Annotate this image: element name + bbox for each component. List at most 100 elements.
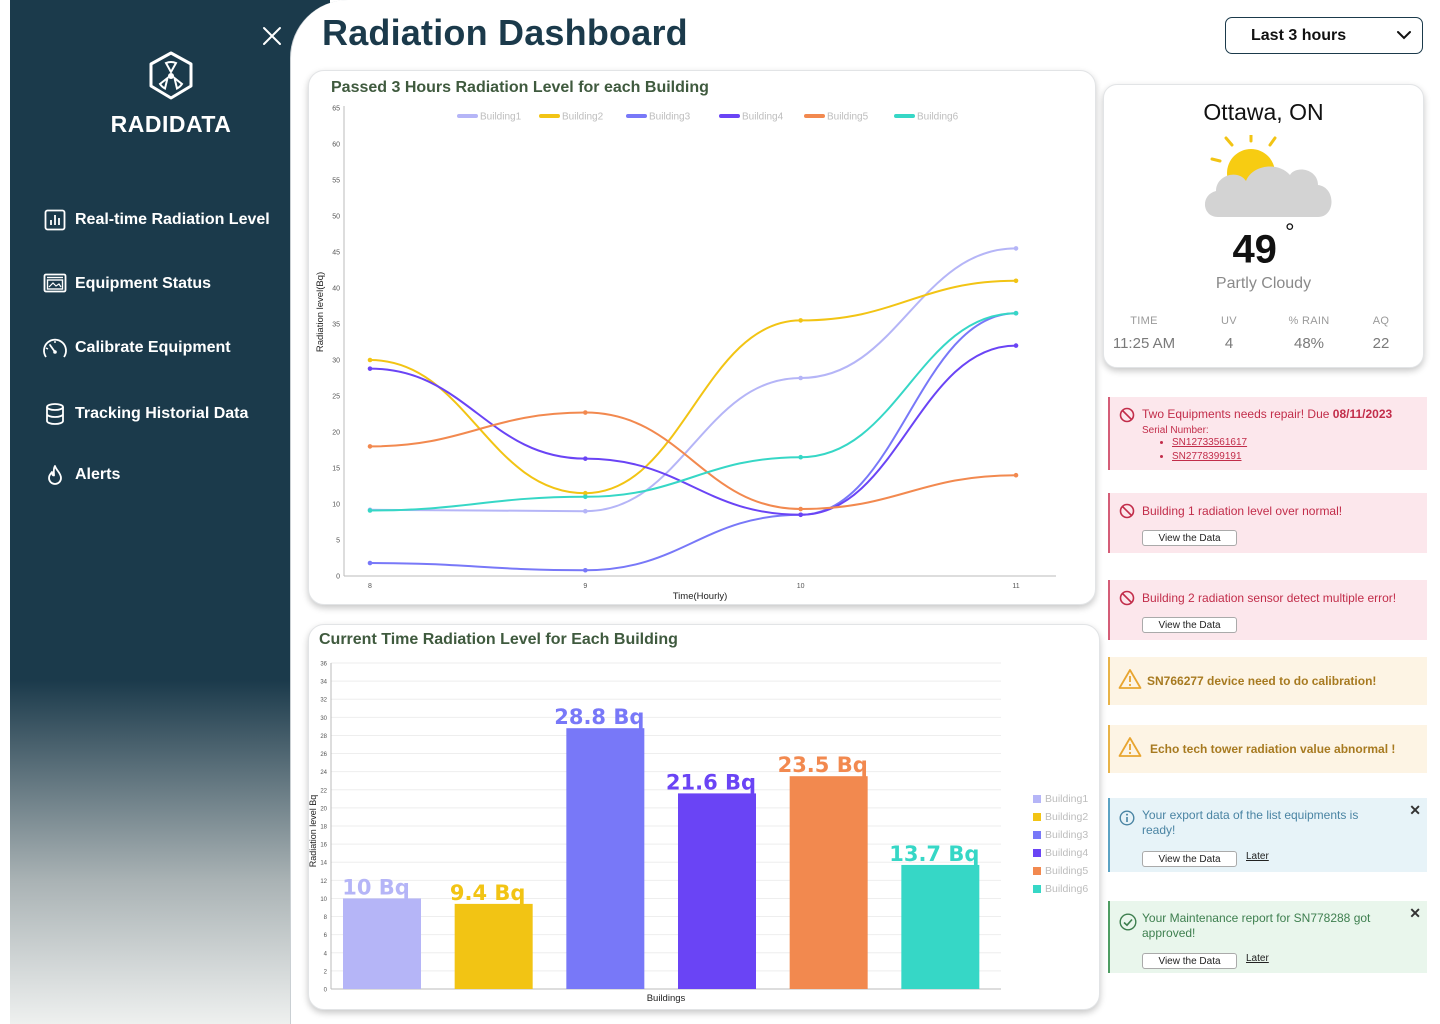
close-icon[interactable]: ✕ (1409, 905, 1421, 921)
bar-data-label: 13.7 Bq (889, 842, 979, 866)
alert-message: Two Equipments needs repair! Due (1142, 407, 1333, 421)
warning-icon (1118, 737, 1142, 757)
alert-maintenance: Your Maintenance report for SN778288 got… (1108, 901, 1427, 973)
series-line-building2 (369, 279, 1017, 495)
y-tick-label: 2 (324, 969, 328, 975)
warning-icon (1118, 669, 1142, 689)
stat-value: 48% (1293, 335, 1325, 352)
data-point (367, 444, 373, 449)
x-tick-label: 8 (368, 583, 372, 590)
serial-link[interactable]: SN12733561617 (1172, 436, 1247, 450)
y-tick-label: 45 (332, 250, 340, 257)
legend-label: Building5 (827, 112, 869, 123)
y-tick-label: 24 (320, 770, 327, 776)
weather-condition: Partly Cloudy (1215, 275, 1312, 292)
prohibited-icon (1119, 590, 1135, 606)
sidebar-item-label: Real-time Radiation Level (75, 211, 270, 228)
x-axis-label: Buildings (647, 993, 686, 1004)
bar-building1 (343, 898, 421, 989)
stat-key: % RAIN (1288, 315, 1330, 327)
view-data-button[interactable]: View the Data (1142, 851, 1237, 867)
legend-label: Building3 (649, 112, 691, 123)
flame-icon (42, 463, 68, 487)
close-icon[interactable]: ✕ (1409, 802, 1421, 818)
data-point (1013, 310, 1019, 316)
legend-label: Building4 (742, 112, 784, 123)
stat-value: 11:25 AM (1112, 335, 1176, 352)
later-link[interactable]: Later (1246, 851, 1269, 862)
radiation-shield-icon (149, 51, 193, 100)
time-range-select[interactable]: Last 3 hours (1225, 17, 1423, 54)
bar-building6 (901, 864, 980, 989)
sidebar-item-alerts[interactable]: Alerts (42, 460, 120, 490)
y-tick-label: 32 (320, 698, 327, 704)
serial-label: Serial Number: (1142, 425, 1209, 436)
series-line-building4 (369, 344, 1017, 516)
later-link[interactable]: Later (1246, 953, 1269, 964)
y-tick-label: 5 (336, 538, 340, 545)
alert-message: Your Maintenance report for SN778288 got… (1142, 911, 1371, 940)
alert-building1: Building 1 radiation level over normal! … (1108, 493, 1427, 553)
data-point (583, 490, 588, 496)
database-icon (42, 402, 68, 426)
page-title: Radiation Dashboard (322, 12, 688, 53)
brand-name: RADIDATA (110, 111, 232, 137)
chevron-down-icon (1397, 31, 1411, 40)
series-line-building3 (369, 312, 1017, 572)
y-tick-label: 14 (320, 861, 327, 867)
series-line-building5 (369, 411, 1017, 511)
serial-link[interactable]: SN27783991​91 (1172, 450, 1247, 464)
legend-label: Building6 (917, 112, 959, 123)
partly-cloudy-icon (1204, 135, 1332, 217)
data-point (367, 357, 373, 363)
x-tick-label: 9 (583, 583, 587, 590)
y-tick-label: 10 (320, 897, 327, 903)
time-range-value: Last 3 hours (1251, 26, 1347, 44)
legend-swatch (1033, 867, 1041, 875)
bar-data-label: 9.4 Bq (450, 881, 526, 905)
data-point (367, 508, 373, 513)
alert-message: Building 1 radiation level over normal! (1142, 504, 1343, 518)
stat-value: 22 (1372, 335, 1390, 352)
alert-abnormal: Echo tech tower radiation value abnormal… (1108, 725, 1427, 773)
view-data-button[interactable]: View the Data (1142, 617, 1237, 633)
alert-building2: Building 2 radiation sensor detect multi… (1108, 580, 1427, 640)
legend-swatch (1033, 795, 1041, 803)
check-circle-icon (1119, 913, 1137, 931)
view-data-button[interactable]: View the Data (1142, 530, 1237, 546)
sidebar-item-equipment-status[interactable]: Equipment Status (42, 269, 211, 299)
sidebar-item-label: Equipment Status (75, 275, 212, 292)
y-tick-label: 25 (332, 394, 340, 401)
legend-label: Building1 (1045, 793, 1088, 805)
y-tick-label: 22 (320, 788, 327, 794)
view-data-button[interactable]: View the Data (1142, 953, 1237, 969)
y-tick-label: 26 (320, 752, 327, 758)
data-point (367, 560, 373, 566)
line-chart-title: Passed 3 Hours Radiation Level for each … (331, 79, 709, 96)
brand-logo: RADIDATA (98, 50, 244, 138)
data-point (1013, 343, 1019, 348)
data-point (1013, 246, 1019, 251)
data-point (1013, 472, 1019, 478)
y-tick-label: 10 (332, 502, 340, 509)
bar-chart-card: Current Time Radiation Level for Each Bu… (308, 624, 1100, 1010)
alert-message: Building 2 radiation sensor detect multi… (1142, 591, 1397, 605)
y-tick-label: 36 (320, 662, 327, 668)
weather-card: Ottawa, ON 49 ° Partly Cloudy TIME 11:25 A… (1103, 84, 1424, 368)
sidebar-item-historical[interactable]: Tracking Historial Data (42, 399, 248, 429)
bar-data-label: 10 Bq (342, 875, 410, 899)
y-tick-label: 15 (332, 466, 340, 473)
y-tick-label: 8 (324, 915, 328, 921)
sidebar-item-calibrate[interactable]: Calibrate Equipment (42, 333, 231, 363)
x-tick-label: 11 (1012, 583, 1019, 590)
data-point (583, 508, 588, 514)
legend-label: Building4 (1045, 847, 1088, 859)
bar-chart-title: Current Time Radiation Level for Each Bu… (319, 631, 678, 648)
y-axis-label: Radiation level(Bq) (315, 272, 326, 352)
close-icon[interactable] (260, 24, 284, 48)
x-axis-label: Time(Hourly) (673, 591, 728, 602)
data-point (583, 456, 588, 461)
data-point (798, 512, 803, 518)
y-tick-label: 4 (324, 951, 328, 957)
sidebar-item-realtime[interactable]: Real-time Radiation Level (42, 205, 270, 235)
